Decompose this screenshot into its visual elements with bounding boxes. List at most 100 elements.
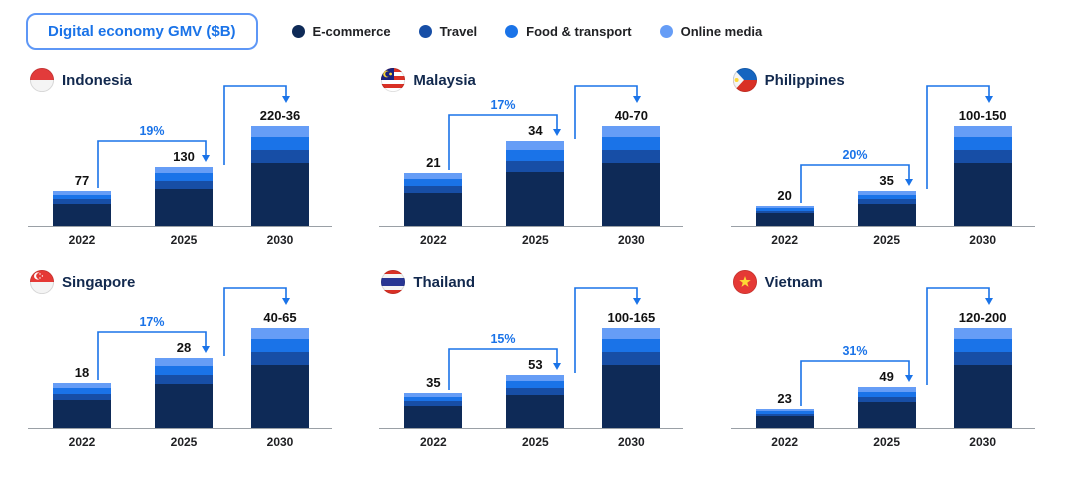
segment-online-media <box>251 328 309 339</box>
segment-online-media <box>53 191 111 195</box>
country-panel-thailand: 35 2022 53 2025 100-165 2030 15% Thailand <box>377 268 702 454</box>
segment-food-transport <box>755 411 814 414</box>
x-tick-label: 2025 <box>521 233 549 247</box>
philippines-flag-icon <box>732 67 757 93</box>
vietnam-flag-icon <box>732 269 757 295</box>
bar-singapore-2022 <box>53 383 111 428</box>
segment-travel <box>755 210 814 214</box>
segment-e-commerce <box>953 365 1012 428</box>
segment-online-media <box>251 126 309 137</box>
segment-travel <box>602 352 661 365</box>
growth-rate-label: 31% <box>842 344 867 358</box>
topbar: Digital economy GMV ($B) E-commerce Trave… <box>0 0 1080 54</box>
bar-value-label: 35 <box>879 173 894 188</box>
x-tick-label: 2030 <box>617 435 645 449</box>
segment-e-commerce <box>251 365 309 428</box>
arrowhead-icon <box>633 298 642 305</box>
x-axis-line <box>28 226 332 227</box>
bar-value-label: 49 <box>879 369 894 384</box>
legend-dot-e-commerce-icon <box>291 25 305 38</box>
segment-e-commerce <box>953 163 1012 226</box>
country-name: Philippines <box>764 71 845 89</box>
bar-thailand-2030 <box>602 328 661 428</box>
bar-value-label: 100-165 <box>607 310 656 325</box>
country-name: Indonesia <box>62 71 133 89</box>
bar-value-label: 34 <box>528 123 543 138</box>
x-tick-label: 2025 <box>873 233 900 247</box>
bar-value-label: 40-65 <box>263 310 297 325</box>
bar-indonesia-2025 <box>155 167 213 226</box>
segment-travel <box>953 352 1012 365</box>
bar-value-label: 120-200 <box>958 310 1007 325</box>
segment-food-transport <box>953 339 1012 352</box>
vietnam-gmv-bar-chart: 23 2022 49 2025 120-200 2030 31% <box>729 268 1037 454</box>
segment-food-transport <box>53 387 111 394</box>
country-header: Malaysia <box>381 67 476 93</box>
segment-online-media <box>53 383 111 388</box>
philippines-gmv-bar-chart: 20 2022 35 2025 100-150 2030 20% <box>729 66 1037 252</box>
segment-e-commerce <box>53 203 111 226</box>
segment-food-transport <box>506 380 565 388</box>
bar-philippines-2025 <box>857 191 916 226</box>
legend-label: Food & transport <box>526 24 632 39</box>
segment-e-commerce <box>602 163 661 226</box>
segment-food-transport <box>602 339 661 352</box>
arrowhead-icon <box>282 298 290 305</box>
segment-online-media <box>506 141 565 151</box>
x-axis-line <box>379 428 684 429</box>
x-tick-label: 2025 <box>170 233 198 247</box>
segment-food-transport <box>755 208 814 211</box>
segment-e-commerce <box>755 213 814 226</box>
legend-item-online-media: Online media <box>659 24 762 39</box>
x-tick-label: 2030 <box>266 233 294 247</box>
indonesia-gmv-bar-chart: 77 2022 130 2025 220-36 2030 19% <box>26 66 334 252</box>
bar-indonesia-2030 <box>251 126 309 226</box>
bar-singapore-2025 <box>155 358 213 428</box>
segment-food-transport <box>953 137 1012 150</box>
segment-e-commerce <box>251 163 309 226</box>
bar-value-label: 130 <box>173 149 195 164</box>
bar-singapore-2030 <box>251 328 309 428</box>
bar-value-label: 53 <box>528 357 543 372</box>
country-name: Vietnam <box>764 273 823 291</box>
x-axis-line <box>379 226 684 227</box>
x-axis-line <box>730 226 1035 227</box>
segment-food-transport <box>404 396 463 402</box>
growth-rate-label: 19% <box>139 124 164 138</box>
country-header: Indonesia <box>29 67 133 93</box>
x-tick-label: 2022 <box>419 233 447 247</box>
bar-value-label: 40-70 <box>614 108 648 123</box>
growth-rate-label: 15% <box>491 332 516 346</box>
singapore-gmv-bar-chart: 18 2022 28 2025 40-65 2030 17% <box>26 268 334 454</box>
country-panel-malaysia: 21 2022 34 2025 40-70 2030 17% Malaysia <box>377 66 702 252</box>
country-panel-singapore: 18 2022 28 2025 40-65 2030 17% Singapore <box>26 268 351 454</box>
segment-food-transport <box>155 173 213 182</box>
bar-value-label: 20 <box>777 188 792 203</box>
bar-vietnam-2025 <box>857 387 916 428</box>
segment-travel <box>755 413 814 417</box>
bar-philippines-2030 <box>953 126 1012 226</box>
x-tick-label: 2030 <box>617 233 645 247</box>
segment-online-media <box>155 358 213 366</box>
bar-value-label: 77 <box>74 173 90 188</box>
country-name: Malaysia <box>413 71 476 89</box>
segment-travel <box>155 374 213 384</box>
chart-title-box: Digital economy GMV ($B) <box>26 13 258 50</box>
segment-online-media <box>953 126 1012 137</box>
bar-value-label: 18 <box>74 365 90 380</box>
x-tick-label: 2025 <box>170 435 198 449</box>
x-tick-label: 2022 <box>771 435 798 449</box>
x-tick-label: 2022 <box>68 233 96 247</box>
bar-value-label: 28 <box>176 340 192 355</box>
segment-online-media <box>404 173 463 179</box>
country-panel-indonesia: 77 2022 130 2025 220-36 2030 19% Indonesia <box>26 66 351 252</box>
segment-food-transport <box>251 137 309 150</box>
segment-online-media <box>953 328 1012 339</box>
growth-rate-label: 17% <box>139 315 164 329</box>
segment-food-transport <box>602 137 661 150</box>
segment-online-media <box>602 126 661 137</box>
bar-vietnam-2030 <box>953 328 1012 428</box>
segment-e-commerce <box>857 203 916 226</box>
bar-malaysia-2030 <box>602 126 661 226</box>
segment-e-commerce <box>506 394 565 428</box>
